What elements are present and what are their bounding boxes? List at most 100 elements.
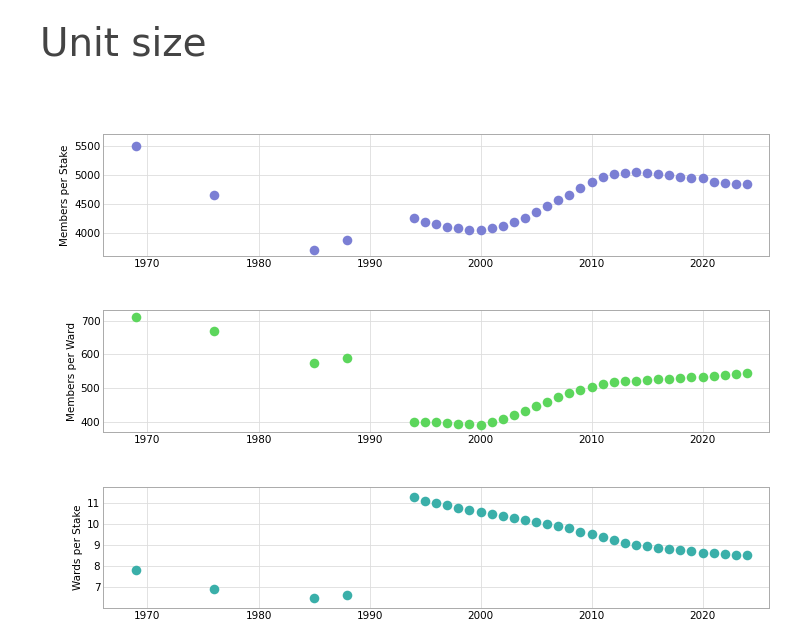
Point — [607, 535, 620, 545]
Point — [408, 213, 420, 223]
Point — [607, 168, 620, 179]
Point — [619, 376, 631, 387]
Point — [718, 178, 731, 188]
Point — [641, 375, 653, 385]
Point — [430, 219, 442, 229]
Y-axis label: Members per Ward: Members per Ward — [67, 322, 76, 420]
Point — [696, 371, 709, 381]
Point — [652, 169, 665, 179]
Point — [718, 369, 731, 380]
Point — [641, 168, 653, 179]
Point — [441, 500, 454, 511]
Point — [574, 527, 587, 537]
Point — [552, 521, 565, 531]
Point — [541, 201, 554, 211]
Point — [652, 543, 665, 553]
Point — [419, 496, 431, 506]
Point — [630, 167, 642, 177]
Point — [574, 182, 587, 193]
Point — [730, 369, 742, 379]
Point — [630, 540, 642, 550]
Point — [341, 235, 354, 245]
Point — [308, 358, 320, 368]
Point — [619, 168, 631, 178]
Point — [563, 189, 576, 200]
Point — [530, 207, 542, 217]
Point — [408, 417, 420, 427]
Point — [419, 217, 431, 227]
Point — [430, 498, 442, 508]
Point — [563, 524, 576, 534]
Point — [541, 396, 554, 406]
Point — [519, 515, 531, 525]
Point — [308, 245, 320, 255]
Point — [496, 414, 509, 424]
Point — [641, 541, 653, 552]
Point — [596, 379, 609, 389]
Point — [463, 419, 476, 429]
Point — [341, 353, 354, 363]
Point — [452, 502, 465, 513]
Point — [596, 532, 609, 542]
Point — [685, 173, 698, 183]
Point — [452, 419, 465, 429]
Point — [674, 172, 687, 182]
Point — [508, 217, 520, 227]
Point — [552, 195, 565, 205]
Point — [341, 590, 354, 600]
Point — [630, 376, 642, 386]
Point — [308, 593, 320, 603]
Point — [685, 372, 698, 382]
Point — [130, 565, 143, 575]
Point — [741, 368, 753, 378]
Point — [596, 172, 609, 182]
Point — [408, 492, 420, 502]
Point — [485, 417, 498, 428]
Point — [419, 417, 431, 427]
Point — [663, 374, 676, 384]
Point — [508, 410, 520, 420]
Point — [430, 417, 442, 428]
Point — [696, 173, 709, 184]
Point — [574, 385, 587, 396]
Point — [685, 547, 698, 557]
Y-axis label: Members per Stake: Members per Stake — [60, 145, 70, 246]
Point — [463, 504, 476, 515]
Point — [541, 519, 554, 529]
Point — [585, 381, 598, 392]
Point — [585, 177, 598, 187]
Point — [452, 223, 465, 233]
Point — [674, 545, 687, 556]
Point — [441, 418, 454, 428]
Point — [707, 177, 720, 188]
Point — [663, 544, 676, 554]
Point — [496, 511, 509, 521]
Point — [741, 179, 753, 189]
Y-axis label: Wards per Stake: Wards per Stake — [73, 504, 83, 590]
Point — [707, 371, 720, 381]
Point — [741, 550, 753, 561]
Point — [696, 548, 709, 558]
Point — [208, 326, 220, 337]
Point — [707, 548, 720, 558]
Point — [663, 170, 676, 180]
Point — [652, 374, 665, 384]
Point — [519, 212, 531, 223]
Point — [474, 225, 487, 235]
Point — [530, 401, 542, 411]
Point — [552, 392, 565, 402]
Point — [485, 223, 498, 233]
Point — [730, 179, 742, 189]
Point — [441, 222, 454, 232]
Point — [563, 388, 576, 399]
Point — [208, 584, 220, 595]
Point — [674, 373, 687, 383]
Point — [730, 550, 742, 560]
Point — [485, 509, 498, 519]
Point — [585, 529, 598, 540]
Text: Unit size: Unit size — [40, 26, 206, 63]
Point — [718, 549, 731, 559]
Point — [474, 507, 487, 517]
Point — [530, 517, 542, 527]
Point — [130, 141, 143, 151]
